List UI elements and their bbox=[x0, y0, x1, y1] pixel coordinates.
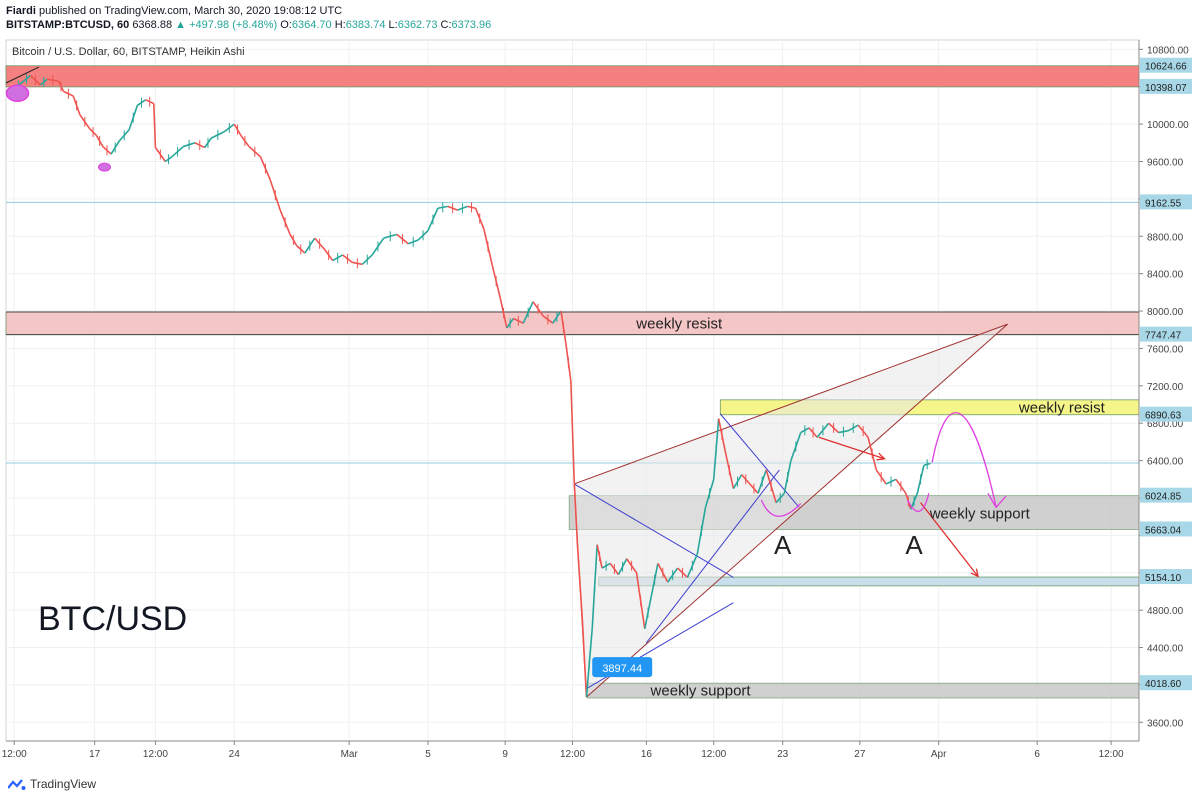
x-tick-label: 12:00 bbox=[701, 749, 726, 760]
price-label-box bbox=[1140, 194, 1192, 210]
red-arrow-head bbox=[876, 452, 886, 461]
price-label-box bbox=[1140, 487, 1192, 503]
price-label-text: 7747.47 bbox=[1145, 331, 1182, 342]
price-label-text: 4018.60 bbox=[1145, 679, 1182, 690]
published-text: published on TradingView.com, March 30, … bbox=[39, 5, 343, 17]
price-label-text: 5663.04 bbox=[1145, 525, 1182, 536]
pair-label: BTC/USD bbox=[38, 600, 188, 638]
x-tick-label: 27 bbox=[854, 749, 866, 760]
magenta-curve-arrow bbox=[760, 499, 802, 517]
magenta-curve-arrow bbox=[931, 412, 997, 508]
ohlc-line: BITSTAMP:BTCUSD, 60 6368.88 ▲ +497.98 (+… bbox=[6, 18, 1186, 32]
publisher-line: Fiardi published on TradingView.com, Mar… bbox=[6, 4, 1186, 18]
symbol-label: BITSTAMP:BTCUSD, 60 bbox=[6, 19, 130, 31]
publisher-name[interactable]: Fiardi bbox=[6, 5, 36, 17]
price-label-box bbox=[1140, 406, 1192, 422]
x-tick-label: 12:00 bbox=[1099, 749, 1124, 760]
top-left-trend-line bbox=[5, 66, 40, 84]
tradingview-logo-icon[interactable] bbox=[7, 778, 26, 790]
zone-rect bbox=[5, 65, 1140, 88]
x-tick-label: 12:00 bbox=[2, 749, 27, 760]
low-value: 6362.73 bbox=[397, 19, 438, 31]
magenta-curve-arrow bbox=[906, 493, 930, 512]
y-tick-label: 6400.00 bbox=[1147, 457, 1184, 468]
y-tick-label: 10800.00 bbox=[1147, 45, 1189, 56]
y-tick-label: 7200.00 bbox=[1147, 382, 1184, 393]
red-arrow bbox=[818, 436, 885, 460]
x-tick-label: 17 bbox=[89, 749, 101, 760]
wedge-upper-line bbox=[573, 323, 1008, 485]
price-label-box bbox=[1140, 675, 1192, 691]
price-label-box bbox=[1140, 57, 1192, 73]
zone-rect bbox=[5, 311, 1140, 336]
price-label-box bbox=[1140, 521, 1192, 537]
price-label-text: 10398.07 bbox=[1145, 83, 1187, 94]
price-label-text: 9162.55 bbox=[1145, 198, 1182, 209]
zone-label: weekly resist bbox=[1018, 399, 1106, 416]
open-label: O: bbox=[280, 19, 292, 31]
y-tick-label: 8400.00 bbox=[1147, 270, 1184, 281]
y-tick-label: 3600.00 bbox=[1147, 718, 1184, 729]
x-tick-label: 5 bbox=[425, 749, 431, 760]
open-value: 6364.70 bbox=[291, 19, 332, 31]
chart-title: Bitcoin / U.S. Dollar, 60, BITSTAMP, Hei… bbox=[12, 46, 245, 58]
zone-label: weekly support bbox=[650, 683, 752, 700]
x-tick-label: 12:00 bbox=[560, 749, 585, 760]
x-tick-label: 23 bbox=[777, 749, 789, 760]
high-label: H: bbox=[334, 19, 346, 31]
marker-ellipse bbox=[98, 162, 112, 172]
wedge-fill bbox=[574, 324, 1008, 698]
low-label: L: bbox=[388, 19, 398, 31]
magenta-arrow-head bbox=[987, 492, 1007, 509]
zone-label: weekly support bbox=[929, 506, 1031, 523]
x-tick-label: 9 bbox=[502, 749, 508, 760]
close-label: C: bbox=[440, 19, 452, 31]
lowest-price-badge bbox=[592, 657, 653, 678]
y-tick-label: 6800.00 bbox=[1147, 419, 1184, 430]
zone-label: weekly resist bbox=[635, 315, 723, 332]
a-mark-label: A bbox=[774, 530, 792, 560]
y-tick-label: 8800.00 bbox=[1147, 232, 1184, 243]
y-tick-label: 4800.00 bbox=[1147, 606, 1184, 617]
tradingview-brand[interactable]: TradingView bbox=[30, 777, 97, 791]
x-tick-label: 16 bbox=[641, 749, 653, 760]
x-tick-label: Apr bbox=[931, 749, 947, 760]
blue-trend-line bbox=[645, 469, 780, 644]
close-value: 6373.96 bbox=[451, 19, 492, 31]
x-tick-label: 24 bbox=[229, 749, 241, 760]
change-value: +497.98 (+8.48%) bbox=[189, 19, 278, 31]
price-label-box bbox=[1140, 78, 1192, 94]
red-arrow bbox=[920, 502, 979, 577]
red-arrow-head bbox=[970, 568, 979, 578]
blue-trend-line bbox=[719, 413, 800, 508]
y-tick-label: 8000.00 bbox=[1147, 307, 1184, 318]
last-price: 6368.88 bbox=[132, 19, 173, 31]
blue-trend-line bbox=[573, 483, 734, 578]
lowest-price-text: 3897.44 bbox=[602, 663, 642, 675]
a-mark-label: A bbox=[905, 530, 923, 560]
price-label-box bbox=[1140, 569, 1192, 585]
x-tick-label: 6 bbox=[1034, 749, 1040, 760]
price-label-text: 6890.63 bbox=[1145, 411, 1182, 422]
x-tick-label: Mar bbox=[341, 749, 359, 760]
chart-header: Fiardi published on TradingView.com, Mar… bbox=[6, 4, 1186, 40]
footer: TradingView bbox=[7, 775, 97, 793]
wedge-lower-line bbox=[586, 323, 1008, 698]
y-tick-label: 9600.00 bbox=[1147, 158, 1184, 169]
price-label-text: 5154.10 bbox=[1145, 573, 1182, 584]
y-tick-label: 7600.00 bbox=[1147, 344, 1184, 355]
price-label-box bbox=[1140, 326, 1192, 342]
marker-ellipse bbox=[5, 84, 30, 103]
x-tick-label: 12:00 bbox=[143, 749, 168, 760]
price-label-text: 10624.66 bbox=[1145, 62, 1187, 73]
y-tick-label: 10000.00 bbox=[1147, 120, 1189, 131]
up-arrow-icon: ▲ bbox=[175, 19, 187, 31]
y-tick-label: 4400.00 bbox=[1147, 644, 1184, 655]
price-label-text: 6024.85 bbox=[1145, 492, 1182, 503]
high-value: 6383.74 bbox=[345, 19, 386, 31]
